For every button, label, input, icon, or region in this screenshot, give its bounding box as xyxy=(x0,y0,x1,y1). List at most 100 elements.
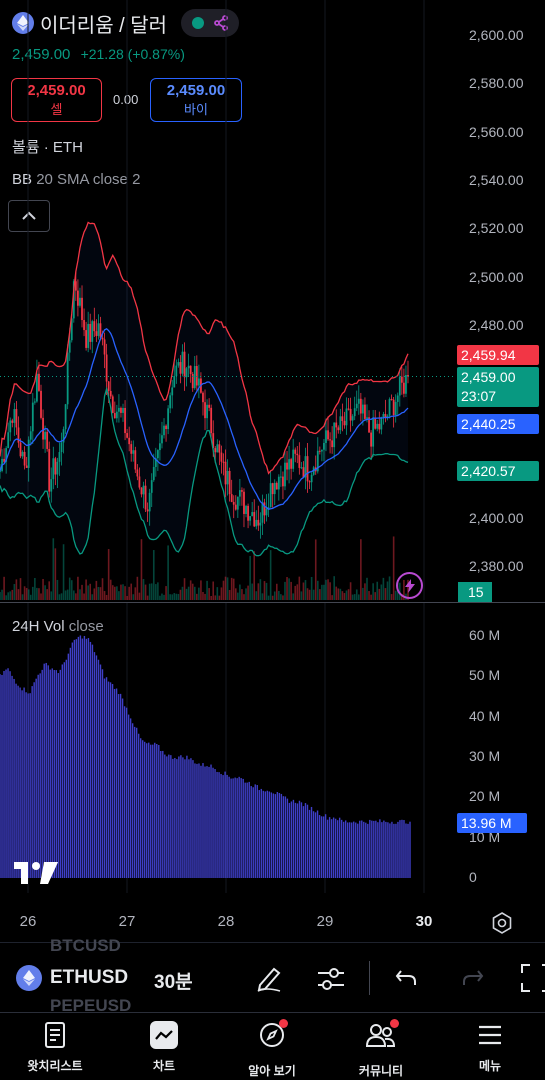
volume-bar xyxy=(83,593,85,600)
volume-24h-bar xyxy=(200,765,202,878)
symbol-selector[interactable]: ETHUSD xyxy=(16,965,128,991)
volume-24h-bar xyxy=(230,778,232,878)
volume-bar xyxy=(165,586,167,600)
lightning-icon[interactable] xyxy=(396,572,423,599)
volume-indicator-label[interactable]: 볼륨 · ETH xyxy=(12,139,83,156)
volume-bar xyxy=(300,591,303,600)
candle-body xyxy=(134,450,137,470)
volume-24h-bar xyxy=(129,718,132,878)
volume-24h-bar xyxy=(166,756,168,878)
volume-24h-bar xyxy=(127,714,130,878)
volume-24h-bar xyxy=(87,638,90,878)
buy-button[interactable]: 2,459.00 바이 xyxy=(150,78,242,122)
tab-chart[interactable]: 차트 xyxy=(114,1021,214,1074)
volume-bar xyxy=(206,580,208,600)
candle-body xyxy=(351,416,354,421)
bollinger-fill xyxy=(0,222,408,556)
volume-24h-bar xyxy=(174,757,176,878)
volume-24h-chart[interactable] xyxy=(0,603,455,893)
volume-24h-bar xyxy=(0,674,1,878)
volume-24h-bar xyxy=(77,636,80,878)
price-chart[interactable] xyxy=(0,0,455,600)
volume-24h-bar xyxy=(391,821,393,878)
volume-24h-bar xyxy=(196,763,198,878)
volume-24h-bar xyxy=(322,816,325,878)
market-status-pill[interactable] xyxy=(181,9,240,37)
volume-bar xyxy=(200,580,202,600)
candle-body xyxy=(292,449,295,469)
pane-divider[interactable] xyxy=(0,602,545,603)
time-axis[interactable]: 26 27 28 29 30 xyxy=(0,893,455,943)
volume-bar xyxy=(364,583,366,600)
volume-bar xyxy=(99,587,102,600)
volume-24h-bar xyxy=(131,723,134,878)
volume-bar xyxy=(296,584,299,600)
candle-body xyxy=(87,323,90,348)
candle-body xyxy=(339,416,342,431)
volume-24h-bar xyxy=(393,823,395,878)
undo-button[interactable] xyxy=(395,967,419,994)
tab-label: 메뉴 xyxy=(478,1059,502,1073)
volume-axis-label: 20 M xyxy=(469,788,501,805)
candle-body xyxy=(23,451,26,466)
candle-body xyxy=(343,420,346,426)
collapse-legend-button[interactable] xyxy=(8,200,50,232)
sell-button[interactable]: 2,459.00 셀 xyxy=(11,78,102,122)
fullscreen-button[interactable] xyxy=(520,963,545,998)
volume-24h-bar xyxy=(137,733,140,878)
last-price-tag: 2,459.00 23:07 xyxy=(457,367,539,407)
volume-bar xyxy=(366,577,368,600)
volume-24h-bar xyxy=(23,687,25,878)
volume-24h-bar xyxy=(210,764,212,878)
volume-bar xyxy=(91,594,94,600)
tab-watchlist[interactable]: 왓치리스트 xyxy=(5,1021,105,1074)
tab-menu[interactable]: 메뉴 xyxy=(440,1021,540,1074)
volume-24h-bar xyxy=(9,671,11,878)
bb-indicator-label[interactable]: BB 20 SMA close 2 xyxy=(12,171,140,188)
volume-bar xyxy=(157,582,159,600)
volume-bar xyxy=(222,580,225,600)
vol24-params: close xyxy=(68,618,104,635)
volume-24h-bar xyxy=(409,821,411,878)
volume-24h-bar xyxy=(158,745,160,878)
volume-bar xyxy=(40,593,42,600)
volume-24h-bar xyxy=(17,685,19,878)
tab-community[interactable]: 커뮤니티 xyxy=(331,1019,431,1079)
volume-bar xyxy=(163,594,165,600)
drawing-tool-button[interactable] xyxy=(254,963,284,998)
volume-bar xyxy=(275,583,278,600)
volume-24h-bar xyxy=(198,763,200,878)
hamburger-icon xyxy=(479,1025,501,1045)
volume-24h-bar xyxy=(344,820,347,878)
pencil-icon xyxy=(257,967,281,992)
volume-24h-bar xyxy=(69,647,72,878)
volume-bar xyxy=(17,589,20,600)
price-axis[interactable]: 2,600.00 2,580.00 2,560.00 2,540.00 2,520.00… xyxy=(455,0,545,600)
candle-body xyxy=(394,401,397,416)
candle-body xyxy=(13,409,16,423)
vol24-indicator-label[interactable]: 24H Vol close xyxy=(12,618,104,635)
interval-selector[interactable]: 30분 xyxy=(154,972,193,993)
volume-24h-bar xyxy=(379,819,381,878)
symbol-header[interactable]: 이더리움 / 달러 xyxy=(12,9,240,37)
volume-24h-bar xyxy=(31,686,33,878)
chart-settings-button[interactable] xyxy=(490,911,514,935)
volume-bar xyxy=(247,585,249,600)
candle-body xyxy=(146,509,149,512)
volume-bar xyxy=(286,577,288,600)
candle-body xyxy=(302,467,305,478)
candle-body xyxy=(144,485,147,510)
candle-body xyxy=(220,452,223,462)
market-open-dot xyxy=(191,17,204,29)
candle-body xyxy=(261,502,264,523)
indicator-settings-button[interactable] xyxy=(316,965,346,998)
volume-24h-bar xyxy=(254,784,256,878)
last-price-tag-value: 2,459.00 xyxy=(461,369,516,385)
candle-body xyxy=(333,422,336,448)
symbol-title[interactable]: 이더리움 / 달러 xyxy=(40,14,168,37)
redo-button[interactable] xyxy=(460,967,484,994)
volume-bar xyxy=(25,587,28,600)
volume-bar xyxy=(185,588,188,600)
tab-explore[interactable]: 알아 보기 xyxy=(222,1019,322,1079)
